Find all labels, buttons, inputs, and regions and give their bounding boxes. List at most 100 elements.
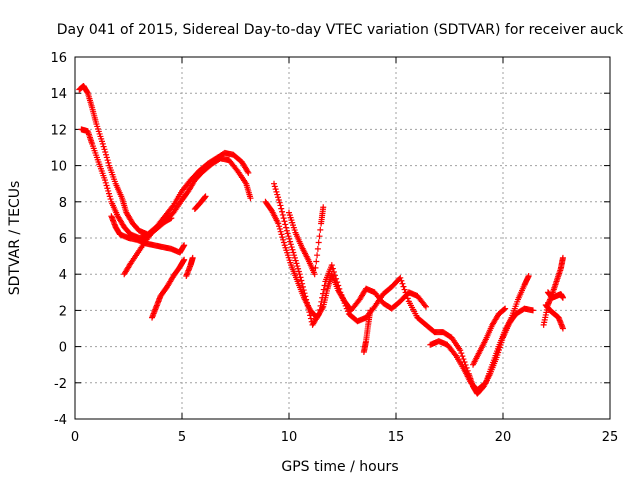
grid-lines — [75, 57, 610, 419]
data-point — [401, 286, 408, 293]
data-point — [275, 196, 282, 203]
data-point — [280, 236, 287, 243]
data-point — [278, 205, 285, 212]
data-point — [286, 235, 293, 242]
series-track-j — [286, 204, 327, 278]
data-point — [277, 228, 284, 235]
y-tick-label: 10 — [50, 160, 67, 175]
y-tick-label: 12 — [50, 123, 67, 138]
data-point — [276, 225, 283, 232]
data-point — [271, 183, 278, 190]
data-point — [307, 312, 314, 319]
data-point — [271, 180, 278, 187]
data-point — [344, 308, 351, 315]
series-track-f — [183, 254, 196, 280]
data-point — [316, 233, 323, 240]
data-point — [559, 254, 566, 261]
series-track-p — [544, 289, 566, 301]
series-track-i — [271, 180, 536, 397]
data-point — [303, 296, 310, 303]
data-point — [303, 299, 310, 306]
data-point — [169, 203, 176, 210]
data-point — [299, 283, 306, 290]
data-point — [283, 224, 290, 231]
data-point — [399, 280, 406, 287]
data-point — [293, 260, 300, 267]
data-point — [202, 193, 209, 200]
data-point — [315, 311, 322, 318]
data-point — [404, 295, 411, 302]
data-point — [312, 264, 319, 271]
data-point — [279, 211, 286, 218]
x-tick-label: 5 — [178, 430, 186, 445]
data-point — [280, 239, 287, 246]
data-point — [105, 159, 112, 166]
data-point — [320, 286, 327, 293]
series-track-g — [191, 193, 209, 213]
data-point — [276, 199, 283, 206]
data-point — [244, 168, 251, 175]
data-point — [300, 287, 307, 294]
data-point — [247, 195, 254, 202]
data-point — [319, 290, 326, 297]
data-point — [317, 302, 324, 309]
y-tick-label: 16 — [50, 51, 67, 66]
y-tick-label: 14 — [50, 87, 67, 102]
data-point — [103, 154, 110, 161]
y-axis-ticks: -4 -2 0 2 4 6 8 10 12 14 16 — [50, 51, 610, 428]
y-tick-label: -2 — [54, 377, 67, 392]
data-point — [168, 215, 175, 222]
data-point — [305, 306, 312, 313]
data-point — [294, 263, 301, 270]
data-point — [314, 252, 321, 259]
data-point — [105, 190, 112, 197]
data-point — [342, 302, 349, 309]
data-point — [307, 315, 314, 322]
data-point — [559, 325, 566, 332]
data-point — [481, 380, 488, 387]
data-point — [278, 231, 285, 238]
data-point — [301, 290, 308, 297]
data-point — [291, 252, 298, 259]
data-point — [339, 294, 346, 301]
data-point — [461, 358, 468, 365]
data-point — [288, 244, 295, 251]
y-tick-label: 2 — [59, 304, 67, 319]
data-point — [273, 188, 280, 195]
data-point — [272, 186, 279, 193]
x-axis-label: GPS time / hours — [281, 459, 398, 475]
data-point — [341, 300, 348, 307]
data-point — [287, 241, 294, 248]
data-point — [316, 306, 323, 313]
data-point — [315, 312, 322, 319]
data-point — [189, 254, 196, 261]
data-point — [457, 347, 464, 354]
data-point — [276, 223, 283, 230]
data-point — [283, 227, 290, 234]
data-point — [318, 298, 325, 305]
data-point — [314, 245, 321, 252]
data-point — [317, 226, 324, 233]
data-point — [336, 285, 343, 292]
data-point — [295, 265, 302, 272]
x-axis-ticks: 0 5 10 15 20 25 — [71, 57, 618, 445]
data-point — [297, 274, 304, 281]
data-point — [281, 218, 288, 225]
data-point — [104, 185, 111, 192]
data-point — [451, 351, 458, 358]
data-point — [279, 234, 286, 241]
data-point — [397, 274, 404, 281]
data-point — [367, 307, 374, 314]
data-point — [274, 191, 281, 198]
data-point — [104, 157, 111, 164]
data-point — [402, 289, 409, 296]
data-point — [398, 277, 405, 284]
series-track-h — [262, 198, 429, 321]
data-point — [292, 257, 299, 264]
data-point — [102, 149, 109, 156]
data-point — [313, 258, 320, 265]
data-points — [76, 82, 566, 397]
data-point — [332, 272, 339, 279]
x-tick-label: 0 — [71, 430, 79, 445]
data-point — [290, 249, 297, 256]
